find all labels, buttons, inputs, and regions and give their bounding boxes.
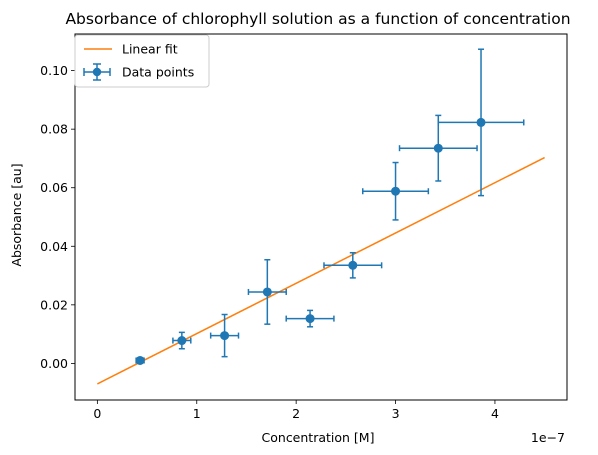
data-point — [262, 287, 272, 297]
y-axis-ticks: 0.00 0.02 0.04 0.06 0.08 0.10 — [40, 63, 75, 371]
data-point — [433, 143, 443, 153]
y-tick-label: 0.08 — [40, 122, 68, 137]
legend-label-linear-fit: Linear fit — [122, 42, 178, 57]
axes-frame — [74, 33, 568, 401]
data-point-group — [398, 114, 478, 182]
x-tick-label: 2 — [292, 406, 300, 421]
chart-title: Absorbance of chlorophyll solution as a … — [65, 10, 570, 28]
data-point — [220, 331, 230, 341]
y-tick-label: 0.02 — [40, 297, 68, 312]
data-point-group — [323, 251, 383, 279]
legend-label-data-points: Data points — [122, 65, 194, 80]
data-point-group — [285, 309, 335, 328]
data-point-group — [437, 48, 525, 197]
fit-layer — [97, 156, 545, 385]
data-point — [476, 117, 486, 127]
y-tick-label: 0.06 — [40, 180, 68, 195]
data-point-group — [209, 313, 240, 358]
legend-errorbar-sample — [83, 63, 111, 81]
data-point — [348, 260, 358, 270]
y-tick-label: 0.00 — [40, 356, 68, 371]
y-tick-label: 0.10 — [40, 63, 68, 78]
data-point-group — [135, 355, 145, 365]
x-axis-label: Concentration [M] — [262, 430, 375, 445]
x-tick-label: 4 — [491, 406, 499, 421]
data-point — [391, 186, 401, 196]
legend-box — [74, 34, 210, 88]
x-tick-label: 1 — [193, 406, 201, 421]
y-axis-label: Absorbance [au] — [9, 163, 24, 266]
legend: Linear fit Data points — [74, 34, 210, 88]
y-tick-label: 0.04 — [40, 239, 68, 254]
linear-fit-line — [97, 156, 545, 385]
data-point — [177, 336, 187, 346]
data-point-group — [172, 331, 192, 350]
x-axis-offset-label: 1e−7 — [531, 430, 565, 445]
points-layer — [135, 48, 525, 365]
x-axis-ticks: 0 1 2 3 4 — [93, 400, 499, 421]
data-point — [305, 314, 315, 324]
x-tick-label: 3 — [392, 406, 400, 421]
data-point — [135, 355, 145, 365]
data-point-group — [247, 258, 287, 325]
plot-area — [74, 33, 568, 401]
x-tick-label: 0 — [93, 406, 101, 421]
data-point-group — [361, 161, 430, 221]
